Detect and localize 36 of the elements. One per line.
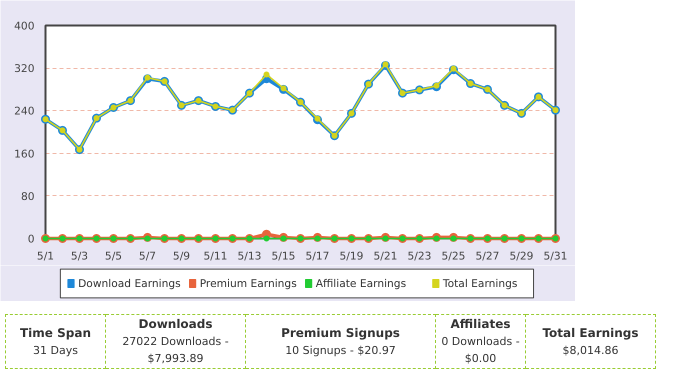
x-tick-label: 5/23 (408, 250, 432, 262)
x-tick-label: 5/3 (70, 250, 88, 262)
legend-label: Total Earnings (442, 277, 518, 290)
x-tick-label: 5/19 (340, 250, 364, 262)
y-tick-label: 320 (14, 62, 35, 76)
x-tick-label: 5/21 (374, 250, 398, 262)
x-tick-label: 5/25 (442, 250, 466, 262)
x-tick-label: 5/31 (544, 250, 568, 262)
x-tick-label: 5/11 (204, 250, 228, 262)
legend-label: Affiliate Earnings (316, 277, 407, 290)
y-tick-label: 240 (14, 104, 35, 118)
x-tick-label: 5/27 (476, 250, 500, 262)
x-tick-label: 5/1 (36, 250, 54, 262)
y-tick-label: 0 (28, 232, 35, 246)
x-tick-label: 5/29 (510, 250, 534, 262)
x-tick-label: 5/13 (238, 250, 262, 262)
legend-label: Download Earnings (78, 277, 182, 290)
y-tick-label: 160 (14, 147, 35, 160)
text: Affiliates (450, 317, 510, 331)
x-tick-label: 5/17 (306, 250, 330, 262)
x-tick-label: 5/5 (104, 250, 122, 262)
text: 10 Signups - $20.97 (285, 344, 396, 357)
text: 27022 Downloads - $7,993.89 (122, 335, 229, 366)
legend-label: Premium Earnings (200, 277, 298, 290)
text: Total Earnings (542, 326, 639, 340)
x-tick-label: 5/9 (172, 250, 190, 262)
text: $8,014.86 (562, 344, 618, 357)
text: 0 Downloads - $0.00 (441, 335, 520, 366)
text: Premium Signups (281, 326, 400, 340)
text: Downloads (138, 317, 213, 331)
x-tick-label: 5/15 (272, 250, 296, 262)
text: 31 Days (33, 344, 78, 357)
y-tick-label: 80 (20, 190, 35, 203)
text: Time Span (20, 326, 91, 340)
x-tick-label: 5/7 (138, 250, 156, 262)
y-tick-label: 400 (14, 20, 35, 32)
